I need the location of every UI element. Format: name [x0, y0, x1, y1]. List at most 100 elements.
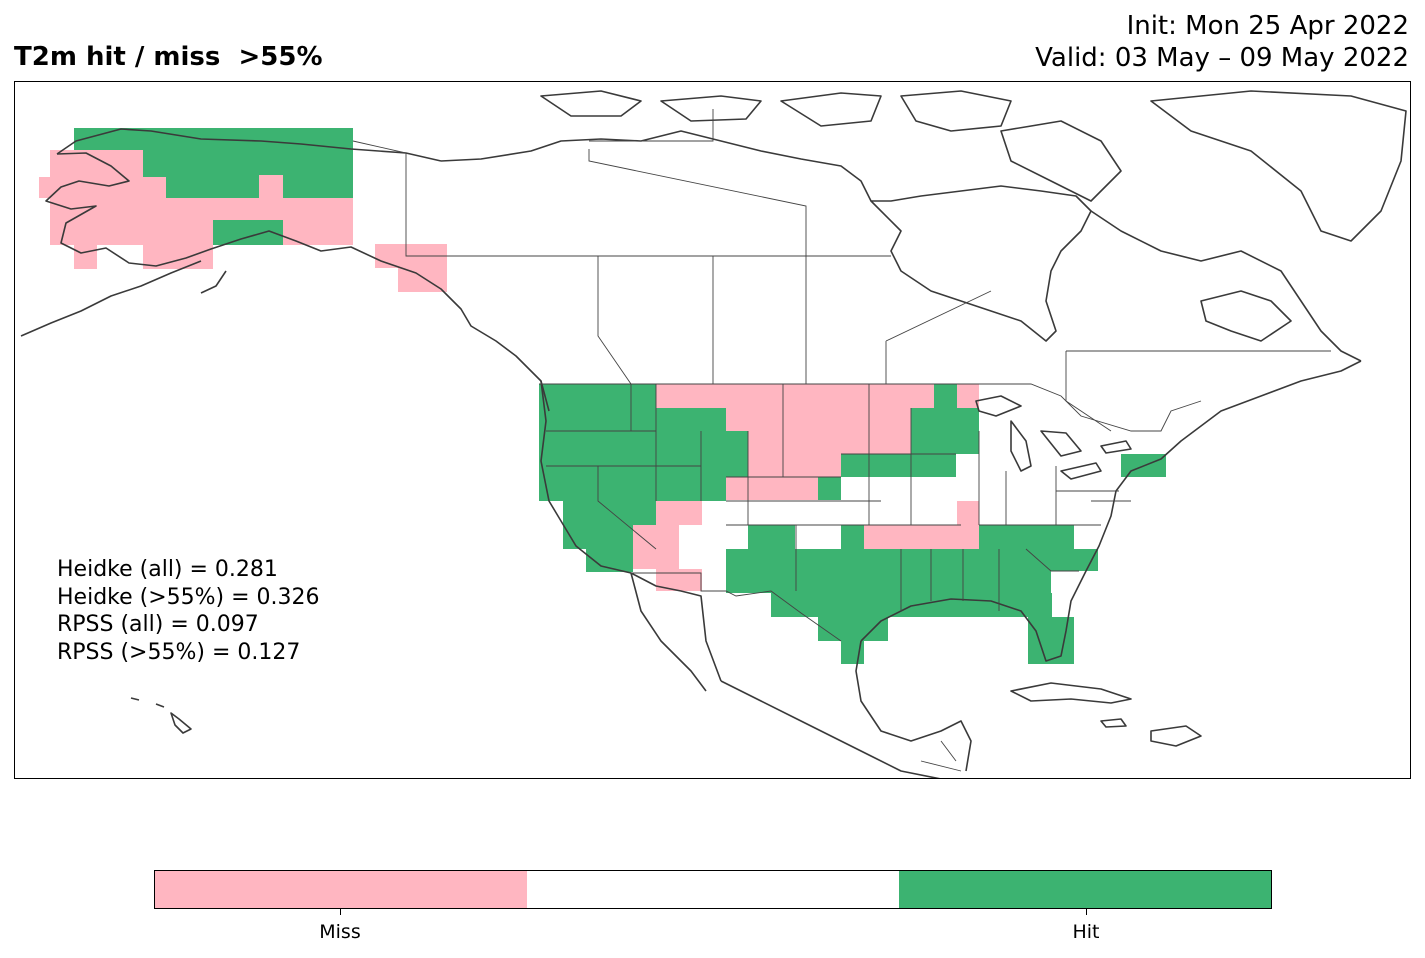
hit-cell	[726, 571, 1051, 593]
region-mid-south	[864, 501, 979, 549]
miss-cell	[864, 525, 979, 549]
miss-cell	[911, 384, 934, 408]
central-state-lines	[726, 384, 961, 526]
colorbar-tick-miss	[340, 909, 341, 915]
hit-cell	[539, 384, 656, 501]
central-america-borders	[920, 740, 962, 772]
region-alaska	[39, 128, 353, 269]
canada-territory-border	[588, 149, 807, 384]
jamaica	[1100, 718, 1127, 728]
canada-alaska-border	[352, 140, 891, 257]
miss-cell	[50, 198, 353, 220]
hispaniola	[1150, 725, 1202, 747]
coastlines	[20, 90, 1407, 778]
miss-cell	[656, 501, 702, 525]
eastern-state-lines	[978, 431, 1131, 526]
pacific-coast	[540, 380, 722, 682]
miss-cell	[748, 431, 911, 454]
hit-cell	[700, 431, 748, 477]
rpss-55-score: RPSS (>55%) = 0.127	[57, 639, 301, 665]
us-mexico-border	[631, 572, 842, 642]
gulf-coast-mexico	[855, 640, 972, 772]
region-upper-midwest	[818, 384, 979, 500]
colorbar	[154, 870, 1272, 909]
miss-cell	[957, 501, 979, 525]
hit-cell	[609, 525, 632, 549]
labrador-coast	[1090, 210, 1362, 362]
miss-cell	[74, 245, 97, 269]
hit-cell	[934, 384, 957, 408]
hit-cell	[841, 525, 864, 549]
miss-cell	[656, 569, 702, 591]
hit-cell	[143, 150, 353, 198]
arctic-island-1	[540, 90, 642, 117]
mexico-pacific-coast	[720, 680, 941, 778]
quebec-border	[1065, 350, 1331, 432]
hit-cell	[911, 408, 979, 454]
greenland	[1150, 90, 1407, 242]
region-southwest	[633, 501, 702, 591]
alaska-coast	[45, 152, 550, 412]
lake-huron	[1040, 430, 1082, 457]
colorbar-segment-0	[155, 871, 527, 908]
lake-erie	[1060, 462, 1102, 480]
forecast-cells	[39, 128, 1166, 664]
cuba	[1010, 682, 1132, 704]
map-panel	[14, 81, 1411, 779]
hit-cell	[818, 477, 841, 500]
arctic-coast-west	[56, 128, 442, 162]
hit-cell	[979, 525, 1074, 549]
miss-cell	[283, 220, 353, 245]
baffin-north	[900, 90, 1012, 132]
hawaii	[130, 697, 192, 734]
colorbar-segment-2	[899, 871, 1271, 908]
hit-cell	[726, 549, 981, 571]
map-canvas	[20, 90, 1407, 778]
date-info: Init: Mon 25 Apr 2022 Valid: 03 May – 09…	[1035, 10, 1409, 74]
map-title: T2m hit / miss >55%	[14, 42, 323, 72]
colorbar-label-hit: Hit	[1072, 921, 1100, 943]
nunavut-border	[589, 109, 714, 142]
miss-cell	[39, 177, 166, 198]
heidke-55-score: Heidke (>55%) = 0.326	[57, 584, 320, 610]
arctic-island-3	[780, 92, 882, 127]
lake-ontario	[1100, 440, 1132, 454]
miss-cell	[259, 175, 283, 198]
gulf-and-atlantic-coast	[860, 360, 1362, 662]
colorbar-segment-1	[527, 871, 899, 908]
political-borders	[352, 109, 1331, 772]
southern-state-lines	[795, 525, 1079, 611]
miss-cell	[656, 525, 679, 569]
western-state-lines	[546, 384, 749, 550]
lake-superior	[975, 395, 1022, 417]
hudson-bay	[870, 185, 1092, 342]
region-alaska-panhandle	[375, 244, 447, 292]
region-south-central	[726, 525, 1098, 664]
manitoba-ontario-border	[885, 290, 992, 384]
hit-cell	[818, 617, 888, 641]
miss-cell	[748, 454, 841, 477]
us-canada-border	[539, 383, 1202, 432]
region-west	[539, 384, 748, 572]
colorbar-label-miss: Miss	[319, 921, 361, 943]
skill-scores: Heidke (all) = 0.281 Heidke (>55%) = 0.3…	[57, 556, 320, 666]
baja-california	[630, 572, 707, 692]
colorbar-tick-hit	[1086, 909, 1087, 915]
rpss-all-score: RPSS (all) = 0.097	[57, 612, 259, 637]
miss-cell	[143, 245, 213, 269]
bc-alberta-border	[597, 256, 632, 385]
hit-cell	[841, 454, 956, 477]
baffin-island	[1000, 120, 1122, 202]
arctic-island-2	[660, 95, 762, 122]
kodiak	[200, 270, 227, 294]
region-northern-plains	[656, 384, 979, 500]
heidke-all-score: Heidke (all) = 0.281	[57, 557, 278, 582]
aleutians	[20, 260, 202, 337]
lake-michigan	[1010, 420, 1032, 472]
valid-date-range: Valid: 03 May – 09 May 2022	[1035, 43, 1409, 73]
hit-cell	[748, 525, 795, 549]
miss-cell	[656, 384, 911, 408]
init-date: Init: Mon 25 Apr 2022	[1126, 11, 1409, 41]
miss-cell	[726, 477, 818, 500]
miss-cell	[50, 220, 213, 245]
